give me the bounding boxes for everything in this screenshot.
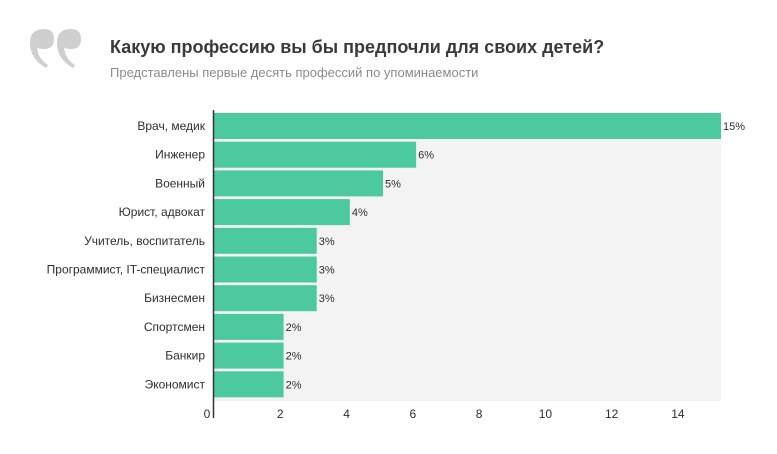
bar	[214, 342, 284, 369]
bar	[214, 285, 317, 312]
data-label: 2%	[286, 379, 302, 391]
data-label: 4%	[352, 207, 368, 219]
x-tick-label: 4	[343, 407, 350, 421]
data-label: 3%	[319, 293, 335, 305]
x-tick-label: 12	[605, 407, 619, 421]
category-label: Экономист	[145, 377, 206, 391]
data-label: 2%	[286, 351, 302, 363]
bar	[214, 313, 284, 340]
bar	[214, 199, 350, 226]
bar	[214, 256, 317, 283]
data-label: 3%	[319, 265, 335, 277]
category-label: Программист, IT-специалист	[47, 263, 206, 277]
data-label: 6%	[418, 150, 434, 162]
quote-icon	[30, 29, 81, 68]
category-label: Юрист, адвокат	[119, 205, 206, 219]
x-tick-label: 6	[409, 407, 416, 421]
bar	[214, 371, 284, 398]
data-label: 15%	[723, 121, 745, 133]
x-tick-label: 10	[539, 407, 553, 421]
x-tick-label: 0	[204, 407, 211, 421]
category-label: Врач, медик	[137, 119, 205, 133]
category-label: Инженер	[155, 148, 205, 162]
bar	[214, 170, 383, 197]
bar	[214, 141, 417, 168]
chart-title: Какую профессию вы бы предпочли для свои…	[110, 37, 605, 57]
x-tick-label: 8	[476, 407, 483, 421]
category-label: Военный	[155, 176, 205, 190]
category-label: Учитель, воспитатель	[84, 234, 205, 248]
bar	[214, 113, 721, 139]
category-label: Спортсмен	[144, 320, 205, 334]
data-label: 5%	[385, 178, 401, 190]
data-label: 3%	[319, 236, 335, 248]
bar	[214, 227, 317, 254]
category-label: Банкир	[165, 349, 205, 363]
category-label: Бизнесмен	[144, 291, 205, 305]
x-tick-label: 14	[671, 407, 685, 421]
x-tick-label: 2	[277, 407, 284, 421]
data-label: 2%	[286, 322, 302, 334]
chart-subtitle: Представлены первые десять профессий по …	[110, 65, 479, 80]
